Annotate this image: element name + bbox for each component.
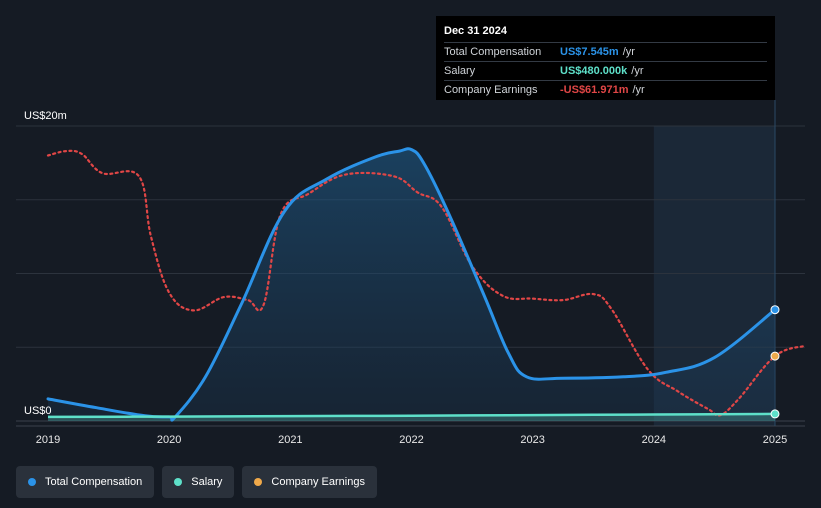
tooltip-label: Company Earnings [444, 84, 538, 96]
total-compensation-marker [770, 305, 780, 315]
tooltip-value: US$7.545m [560, 46, 619, 58]
tooltip-row-company-earnings: Company Earnings -US$61.971m /yr [444, 80, 767, 99]
legend-label: Total Compensation [45, 476, 143, 488]
x-tick-label: 2025 [763, 434, 787, 446]
x-tick-label: 2023 [520, 434, 544, 446]
tooltip-date: Dec 31 2024 [444, 25, 507, 37]
y-tick-label: US$20m [24, 110, 67, 122]
salary-marker [770, 409, 780, 419]
tooltip: Dec 31 2024 Total Compensation US$7.545m… [436, 16, 775, 100]
tooltip-value: US$480.000k [560, 65, 628, 77]
x-tick-label: 2021 [278, 434, 302, 446]
salary-line [47, 412, 776, 419]
total-compensation-line [46, 147, 777, 422]
x-tick-label: 2022 [399, 434, 423, 446]
legend: Total Compensation Salary Company Earnin… [16, 466, 377, 498]
legend-item-company-earnings[interactable]: Company Earnings [242, 466, 377, 498]
tooltip-row-salary: Salary US$480.000k /yr [444, 61, 767, 80]
legend-label: Salary [191, 476, 223, 488]
x-tick-label: 2020 [157, 434, 181, 446]
tooltip-unit: /yr [631, 65, 644, 77]
total-compensation-area [48, 148, 775, 421]
tooltip-row-total-compensation: Total Compensation US$7.545m /yr [444, 42, 767, 61]
chart: US$20m US$0 2019 2020 2021 2022 2023 2024 2025 [16, 100, 807, 446]
tooltip-label: Salary [444, 65, 476, 77]
legend-item-salary[interactable]: Salary [162, 466, 235, 498]
tooltip-value: -US$61.971m [560, 84, 629, 96]
legend-dot-icon [28, 478, 36, 486]
x-tick-label: 2019 [36, 434, 60, 446]
company-earnings-marker [770, 351, 780, 361]
legend-label: Company Earnings [271, 476, 365, 488]
tooltip-unit: /yr [632, 84, 645, 96]
company-earnings-line [46, 149, 807, 417]
tooltip-unit: /yr [622, 46, 635, 58]
x-tick-label: 2024 [642, 434, 666, 446]
y-tick-label: US$0 [24, 405, 52, 417]
legend-dot-icon [174, 478, 183, 486]
legend-dot-icon [254, 478, 263, 486]
legend-item-total-compensation[interactable]: Total Compensation [16, 466, 155, 498]
tooltip-label: Total Compensation [444, 46, 542, 58]
